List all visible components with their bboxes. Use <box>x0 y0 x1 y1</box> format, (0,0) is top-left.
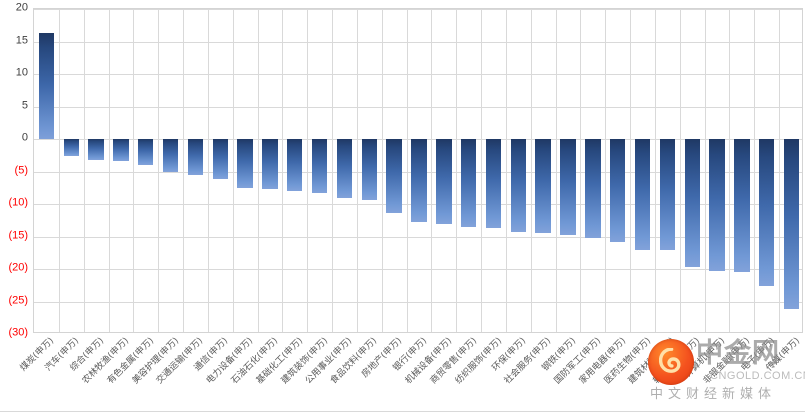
horizontal-gridline <box>34 269 802 270</box>
bar <box>212 139 228 180</box>
vertical-gridline <box>133 9 135 332</box>
y-axis-tick-label: 5 <box>21 99 28 111</box>
bar <box>783 139 800 309</box>
y-axis-tick-label: 10 <box>15 66 28 79</box>
bar <box>361 139 377 201</box>
vertical-gridline <box>654 9 656 332</box>
vertical-gridline <box>332 9 334 332</box>
bar <box>38 33 55 139</box>
vertical-gridline <box>58 9 60 332</box>
horizontal-gridline <box>34 236 802 238</box>
vertical-gridline <box>729 9 731 332</box>
y-axis-tick-label: (15) <box>8 229 28 241</box>
bar <box>510 139 527 232</box>
y-axis-tick-label: (10) <box>8 196 28 209</box>
bar <box>237 139 253 188</box>
horizontal-gridline <box>34 106 802 108</box>
vertical-gridline <box>207 9 209 332</box>
bar <box>610 139 626 243</box>
bar <box>162 139 179 173</box>
bars-container <box>34 9 802 332</box>
vertical-gridline <box>282 9 284 332</box>
bar <box>659 139 676 250</box>
bar <box>262 139 278 190</box>
x-axis-category-labels: 煤炭(申万) 汽车(申万) 综合(申万) 农林牧渔(申万) 有色金属(申万) 美容护理(申… <box>19 334 803 412</box>
bar <box>684 139 700 268</box>
horizontal-gridline <box>34 9 802 10</box>
bar <box>138 139 154 165</box>
y-axis-tick-label: (25) <box>8 294 28 306</box>
y-axis-tick-label: 20 <box>15 1 28 14</box>
vertical-gridline <box>431 9 433 332</box>
bar <box>113 139 129 162</box>
bar <box>311 139 328 193</box>
bar <box>287 139 303 191</box>
vertical-gridline <box>779 9 781 332</box>
y-axis-tick-label: (5) <box>14 164 28 176</box>
horizontal-gridline <box>34 74 802 75</box>
vertical-gridline <box>307 9 309 332</box>
vertical-gridline <box>754 9 756 332</box>
vertical-gridline <box>381 9 383 332</box>
vertical-gridline <box>605 9 607 332</box>
horizontal-gridline <box>34 41 802 43</box>
y-axis-tick-label: 0 <box>21 131 28 144</box>
vertical-gridline <box>555 9 557 332</box>
vertical-gridline <box>356 9 358 332</box>
bar <box>634 139 651 250</box>
bar <box>485 139 502 229</box>
bar <box>585 139 601 239</box>
bar <box>535 139 551 234</box>
bar <box>386 139 402 214</box>
bar <box>734 139 750 273</box>
vertical-gridline <box>679 9 681 332</box>
vertical-gridline <box>530 9 532 332</box>
vertical-gridline <box>158 9 160 332</box>
bar <box>187 139 204 175</box>
vertical-gridline <box>630 9 632 332</box>
bar <box>63 139 79 156</box>
y-axis: 20 15 10 5 0 (5) (10) (15) (20) (25) (30) <box>0 0 32 341</box>
vertical-gridline <box>481 9 483 332</box>
bar <box>709 139 725 271</box>
bar <box>436 139 452 224</box>
vertical-gridline <box>232 9 234 332</box>
vertical-gridline <box>108 9 110 332</box>
vertical-gridline <box>183 9 185 332</box>
vertical-gridline <box>456 9 458 332</box>
vertical-gridline <box>580 9 582 332</box>
y-axis-tick-label: (20) <box>8 261 28 274</box>
bar <box>336 139 353 198</box>
bar <box>88 139 104 160</box>
bar <box>411 139 427 223</box>
vertical-gridline <box>704 9 706 332</box>
horizontal-gridline <box>34 301 802 303</box>
y-axis-tick-label: (30) <box>8 326 28 339</box>
bar <box>759 139 775 286</box>
vertical-gridline <box>83 9 85 332</box>
vertical-gridline <box>406 9 408 332</box>
y-axis-tick-label: 15 <box>15 34 28 46</box>
bar <box>560 139 576 236</box>
vertical-gridline <box>257 9 259 332</box>
vertical-gridline <box>505 9 507 332</box>
bar <box>460 139 477 228</box>
plot-area <box>33 8 803 333</box>
